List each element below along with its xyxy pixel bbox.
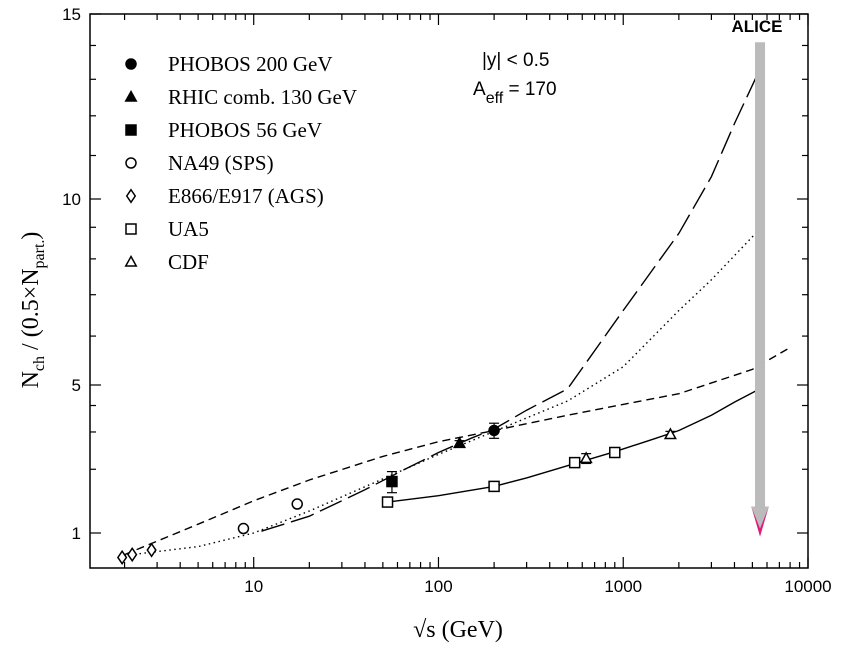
series: [579, 427, 677, 465]
legend: PHOBOS 200 GeV RHIC comb. 130 GeV PHOBOS 5…: [124, 52, 357, 274]
square-marker: [125, 223, 137, 235]
alice-arrow-head: [751, 506, 770, 537]
diamond-marker: [146, 542, 157, 558]
legend-label: PHOBOS 200 GeV: [168, 52, 333, 76]
curve-long-dash: [261, 68, 761, 532]
diamond-marker: [125, 188, 137, 204]
series: [488, 422, 500, 439]
plot-area: [89, 13, 809, 569]
triangle-marker: [663, 427, 677, 440]
square-marker: [386, 475, 398, 488]
curve-dotted: [124, 228, 761, 557]
square-marker: [381, 496, 394, 508]
series: [386, 470, 398, 494]
data-points: [116, 422, 677, 566]
series: [453, 436, 467, 449]
legend-label: CDF: [168, 250, 209, 274]
aeff-annotation: Aeff = 170: [473, 79, 557, 107]
x-tick-label: 10000: [784, 577, 831, 596]
y-tick-label: 15: [62, 5, 81, 24]
diamond-marker: [127, 546, 138, 563]
alice-label: ALICE: [732, 17, 783, 36]
legend-label: NA49 (SPS): [168, 151, 274, 175]
series: [237, 498, 303, 535]
alice-arrow-tip: [752, 508, 769, 537]
circle-marker: [125, 157, 137, 169]
curve-short-dash: [124, 346, 791, 556]
plot-border: [89, 13, 809, 569]
triangle-marker: [124, 89, 138, 102]
x-tick-label: 10: [244, 577, 263, 596]
circle-marker: [237, 522, 250, 535]
legend-label: RHIC comb. 130 GeV: [168, 85, 357, 109]
x-axis-title: √s (GeV): [413, 617, 503, 643]
legend-label: UA5: [168, 217, 209, 241]
alice-arrow: ALICE: [732, 17, 783, 537]
legend-label: E866/E917 (AGS): [168, 184, 324, 208]
diamond-marker: [116, 549, 128, 566]
y-tick-label: 10: [62, 190, 81, 209]
triangle-marker: [453, 436, 467, 449]
curve-solid: [387, 388, 761, 503]
y-axis-title: Nch / (0.5×Npart.): [18, 232, 48, 389]
rapidity-annotation: |y| < 0.5: [482, 50, 549, 71]
series: [116, 542, 157, 566]
circle-marker: [488, 424, 500, 437]
y-tick-label: 5: [72, 376, 81, 395]
x-tick-label: 1000: [604, 577, 642, 596]
circle-marker: [291, 498, 303, 510]
x-tick-label: 100: [424, 577, 452, 596]
triangle-marker: [124, 254, 138, 267]
square-marker: [488, 480, 500, 493]
y-tick-label: 1: [72, 524, 81, 543]
alice-arrow-shaft: [755, 42, 766, 509]
series: [381, 446, 621, 508]
triangle-marker: [579, 451, 593, 464]
square-marker: [609, 446, 621, 459]
square-marker: [568, 456, 581, 469]
square-marker: [125, 124, 137, 136]
circle-marker: [125, 58, 137, 70]
legend-label: PHOBOS 56 GeV: [168, 118, 322, 142]
